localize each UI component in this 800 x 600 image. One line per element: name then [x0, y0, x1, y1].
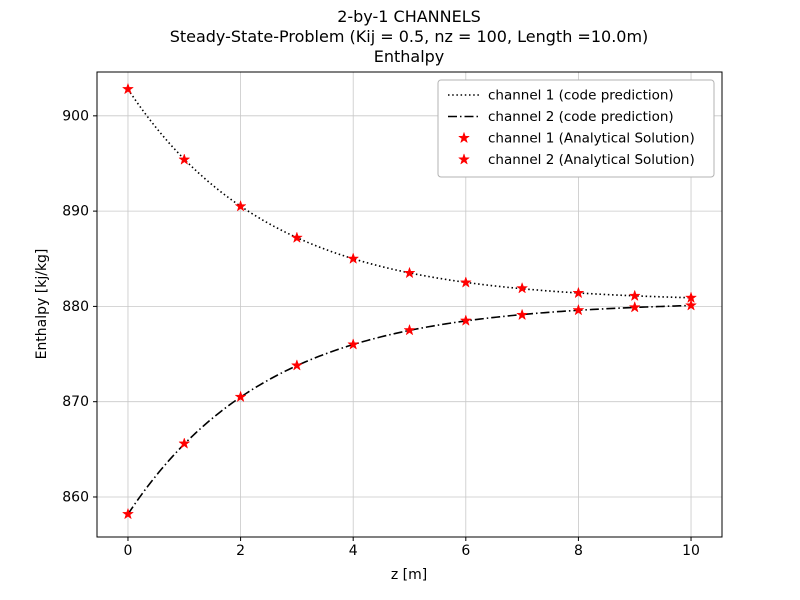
- x-axis-label: z [m]: [391, 567, 427, 583]
- star-marker: [403, 266, 416, 279]
- chart-title-line3: Enthalpy: [374, 47, 445, 66]
- series-line: [127, 304, 692, 515]
- star-marker: [290, 231, 303, 243]
- data-series: [121, 82, 698, 520]
- star-marker: [516, 281, 529, 294]
- axis-ticks: 0 2 4 6 8 10 860 870 880 890 900: [62, 108, 700, 559]
- star-marker: [459, 276, 472, 288]
- chart-title-line1: 2-by-1 CHANNELS: [337, 7, 481, 26]
- tick-label-x: 2: [236, 543, 245, 559]
- tick-label-x: 4: [349, 543, 358, 559]
- star-marker: [572, 286, 585, 299]
- star-marker: [628, 289, 641, 302]
- tick-label-x: 6: [461, 543, 470, 559]
- star-marker: [572, 303, 585, 316]
- star-marker: [684, 299, 698, 311]
- legend-label: channel 2 (Analytical Solution): [488, 152, 695, 168]
- star-marker: [178, 153, 191, 165]
- tick-label-y: 870: [62, 394, 89, 410]
- star-marker: [459, 314, 472, 326]
- tick-label-x: 8: [574, 543, 583, 559]
- star-marker: [290, 359, 303, 371]
- chart-title-line2: Steady-State-Problem (Kij = 0.5, nz = 10…: [170, 27, 649, 46]
- plot-border: [96, 71, 723, 538]
- legend-label: channel 2 (code prediction): [488, 109, 674, 125]
- tick-label-y: 880: [62, 299, 89, 315]
- star-marker: [347, 338, 360, 350]
- star-marker: [347, 252, 360, 264]
- tick-label-x: 0: [124, 543, 133, 559]
- legend-label: channel 1 (Analytical Solution): [488, 131, 695, 147]
- legend: channel 1 (code prediction) channel 2 (co…: [437, 79, 715, 178]
- legend-label: channel 1 (code prediction): [488, 88, 674, 104]
- tick-label-x: 10: [682, 543, 700, 559]
- star-marker: [121, 82, 135, 95]
- star-marker: [516, 308, 529, 321]
- tick-label-y: 900: [62, 108, 89, 124]
- star-marker: [178, 437, 191, 449]
- star-marker: [234, 390, 247, 403]
- tick-label-y: 890: [62, 204, 89, 220]
- tick-label-y: 860: [62, 489, 89, 505]
- legend-box: [437, 79, 715, 178]
- legend-star-sample: [457, 131, 471, 144]
- star-marker: [403, 323, 416, 336]
- star-marker: [628, 300, 641, 313]
- legend-star-sample: [457, 153, 471, 165]
- y-axis-label: Enthalpy [kj/kg]: [34, 249, 50, 360]
- star-marker: [121, 507, 135, 520]
- star-marker: [234, 199, 247, 212]
